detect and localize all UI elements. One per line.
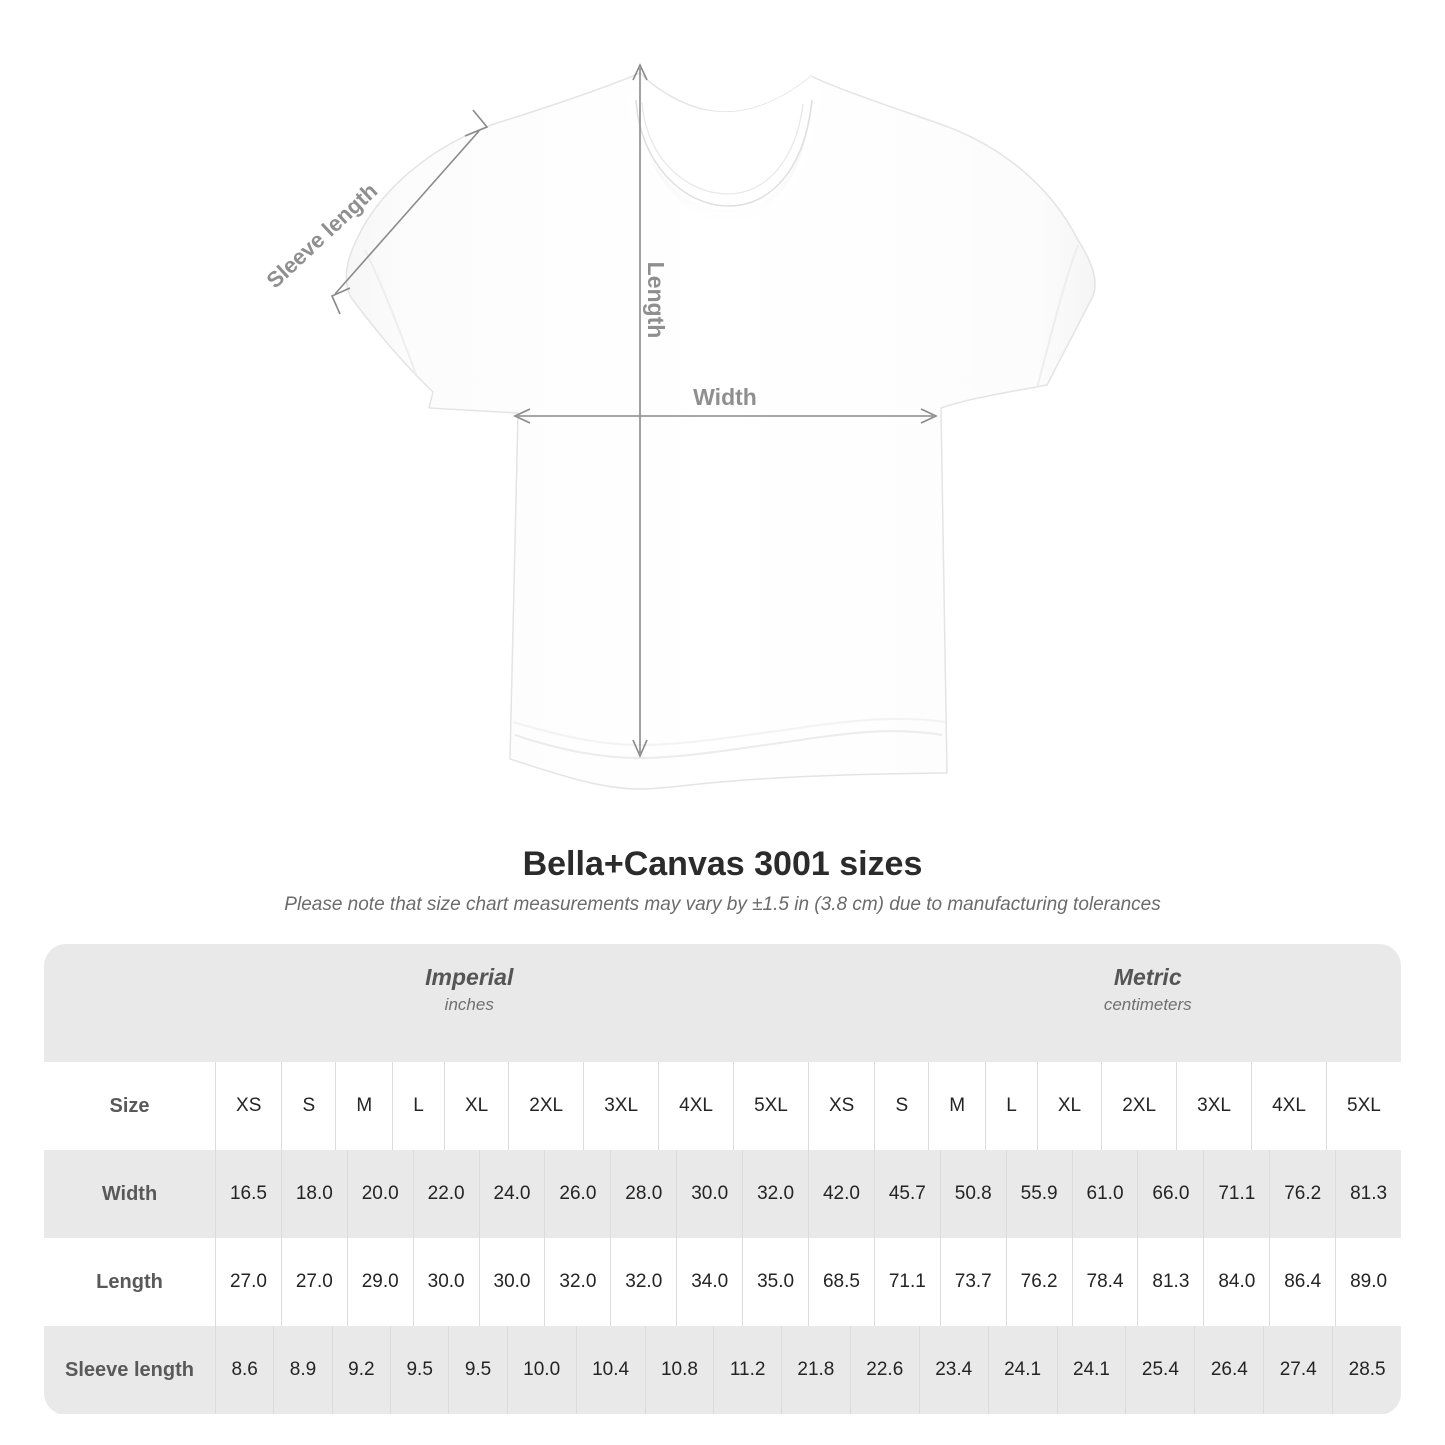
svg-text:Length: Length xyxy=(643,262,669,339)
svg-text:Width: Width xyxy=(693,384,757,410)
